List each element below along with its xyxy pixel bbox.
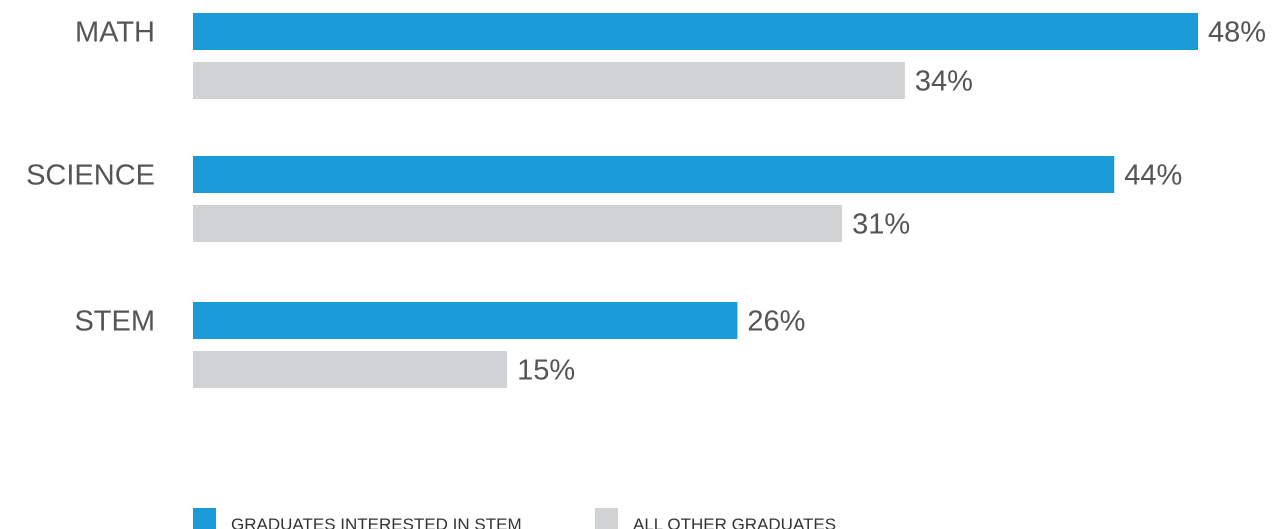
bar-science-other [193, 205, 843, 242]
category-label-science: SCIENCE [26, 160, 155, 192]
legend-swatch-other [595, 508, 618, 529]
value-label-stem-other: 15% [517, 355, 575, 387]
value-label-science-other: 31% [852, 209, 910, 241]
bar-stem-stem-interested [193, 302, 738, 339]
legend-label-other: ALL OTHER GRADUATES [633, 515, 836, 529]
bar-science-stem-interested [193, 156, 1115, 193]
value-label-science-stem-interested: 44% [1124, 160, 1182, 192]
value-label-math-stem-interested: 48% [1208, 17, 1266, 49]
legend-label-stem-interested: GRADUATES INTERESTED IN STEM [231, 515, 522, 529]
legend-swatch-stem-interested [193, 508, 216, 529]
bar-math-other [193, 62, 905, 99]
value-label-math-other: 34% [915, 66, 973, 98]
bar-math-stem-interested [193, 13, 1198, 50]
category-label-stem: STEM [74, 306, 155, 338]
category-label-math: MATH [75, 17, 155, 49]
bar-stem-other [193, 351, 508, 388]
value-label-stem-stem-interested: 26% [747, 306, 805, 338]
